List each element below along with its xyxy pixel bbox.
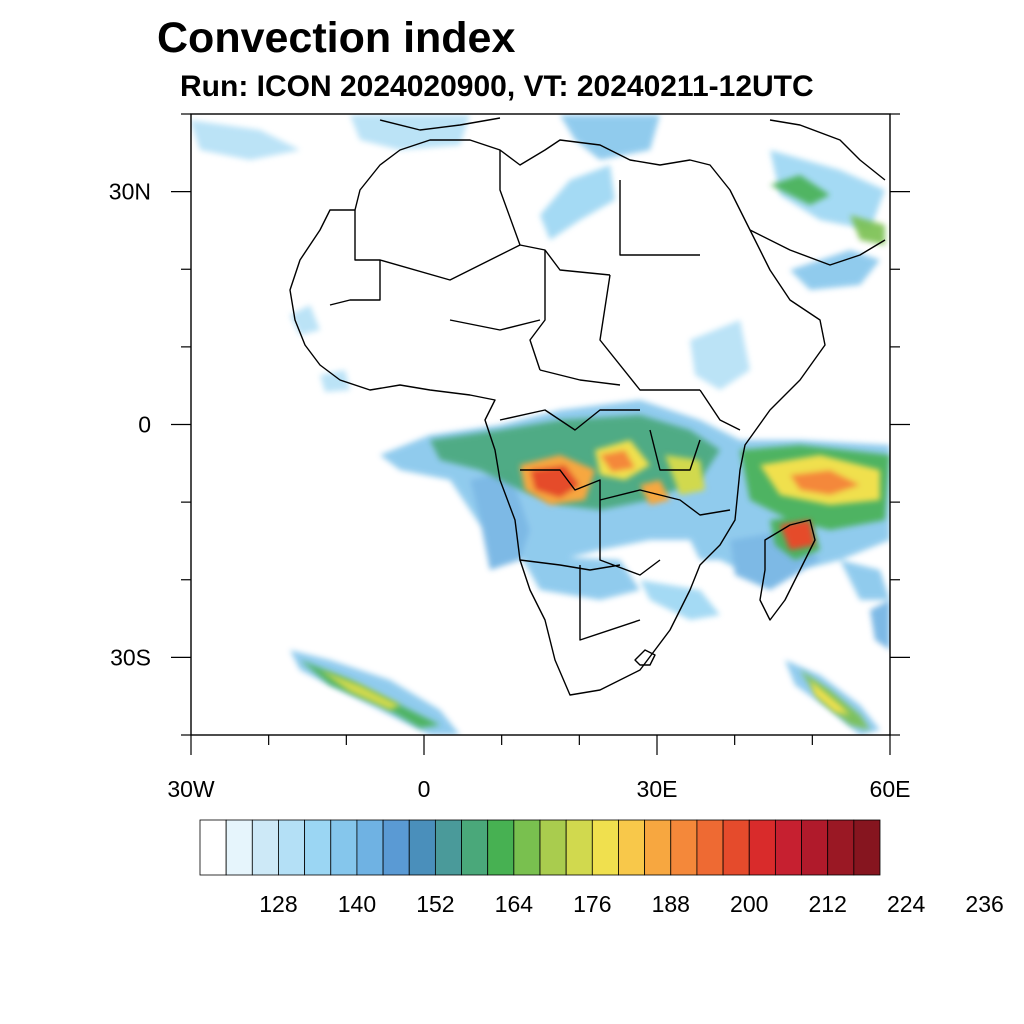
colorbar-label: 164 bbox=[495, 891, 534, 917]
x-tick-label: 30E bbox=[637, 776, 678, 802]
colorbar-label: 140 bbox=[338, 891, 376, 917]
colorbar-swatch bbox=[408, 819, 436, 876]
colorbar-swatch bbox=[618, 819, 646, 876]
colorbar-swatch bbox=[591, 819, 619, 876]
colorbar-swatch bbox=[251, 819, 279, 876]
colorbar-label: 224 bbox=[887, 891, 926, 917]
colorbar-swatch bbox=[461, 819, 489, 876]
colorbar-label: 176 bbox=[573, 891, 611, 917]
colorbar-swatch bbox=[356, 819, 384, 876]
x-tick-label: 0 bbox=[418, 776, 431, 802]
y-tick-label: 30S bbox=[110, 644, 151, 670]
colorbar-swatch bbox=[487, 819, 515, 876]
colorbar-swatch bbox=[304, 819, 332, 876]
colorbar-swatch bbox=[539, 819, 567, 876]
colorbar-swatch bbox=[330, 819, 358, 876]
colorbar: 128 140 152 164 176 188 200 212 224 236 bbox=[199, 819, 1004, 917]
colorbar-label: 152 bbox=[416, 891, 454, 917]
colorbar-swatch bbox=[434, 819, 462, 876]
y-tick-label: 30N bbox=[109, 179, 151, 205]
coastlines bbox=[289, 117, 886, 696]
convection-field bbox=[191, 115, 890, 735]
x-tick-label: 30W bbox=[167, 776, 215, 802]
colorbar-label: 212 bbox=[809, 891, 847, 917]
colorbar-swatch bbox=[827, 819, 855, 876]
colorbar-swatch bbox=[199, 819, 227, 876]
colorbar-swatch bbox=[801, 819, 829, 876]
colorbar-swatch bbox=[722, 819, 750, 876]
colorbar-swatch bbox=[225, 819, 253, 876]
colorbar-swatch bbox=[748, 819, 776, 876]
colorbar-swatch bbox=[278, 819, 306, 876]
colorbar-swatch bbox=[644, 819, 672, 876]
colorbar-swatch bbox=[853, 819, 881, 876]
chart-title: Convection index bbox=[157, 14, 516, 62]
colorbar-label: 128 bbox=[259, 891, 297, 917]
y-tick-label: 0 bbox=[138, 412, 151, 438]
colorbar-label: 236 bbox=[965, 891, 1003, 917]
colorbar-swatch bbox=[696, 819, 724, 876]
colorbar-swatch bbox=[513, 819, 541, 876]
colorbar-swatch bbox=[565, 819, 593, 876]
axis-ticks: 30W 0 30E 60E 30N 0 30S bbox=[109, 113, 911, 802]
x-tick-label: 60E bbox=[870, 776, 911, 802]
colorbar-swatch bbox=[774, 819, 802, 876]
chart-subtitle: Run: ICON 2024020900, VT: 20240211-12UTC bbox=[180, 70, 814, 103]
colorbar-label: 188 bbox=[652, 891, 690, 917]
colorbar-swatch bbox=[382, 819, 410, 876]
colorbar-label: 200 bbox=[730, 891, 768, 917]
colorbar-swatch bbox=[670, 819, 698, 876]
